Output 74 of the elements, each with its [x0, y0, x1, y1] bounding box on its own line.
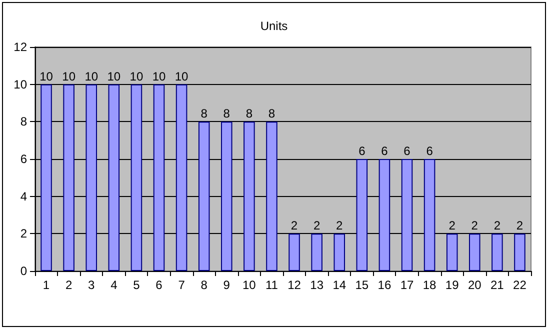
- bar: [221, 122, 232, 271]
- data-label: 8: [246, 106, 253, 121]
- data-label: 2: [471, 218, 478, 233]
- x-tick-label: 8: [200, 278, 208, 292]
- y-tick-label: 6: [20, 152, 28, 166]
- bar: [311, 234, 322, 271]
- bar: [153, 84, 165, 271]
- data-label: 2: [313, 218, 320, 233]
- data-label: 2: [448, 218, 456, 233]
- x-tick-label: 21: [490, 278, 504, 292]
- bar: [401, 159, 413, 271]
- x-tick-label: 3: [88, 278, 96, 292]
- x-tick-label: 11: [265, 278, 278, 292]
- bar: [86, 84, 97, 271]
- data-label: 2: [494, 218, 501, 233]
- data-label: 10: [107, 69, 121, 84]
- data-label: 10: [84, 69, 98, 84]
- bar: [108, 84, 120, 271]
- x-tick-label: 5: [133, 278, 140, 292]
- data-label: 6: [404, 144, 411, 158]
- data-label: 10: [130, 69, 144, 84]
- x-tick-label: 19: [445, 278, 460, 292]
- data-label: 6: [426, 144, 434, 158]
- y-tick-label: 8: [20, 114, 28, 129]
- data-label: 6: [358, 144, 366, 158]
- x-tick-label: 18: [422, 278, 437, 292]
- x-tick-label: 13: [310, 278, 324, 292]
- bar: [334, 234, 345, 271]
- x-tick-label: 9: [223, 278, 230, 292]
- bar: [244, 122, 255, 271]
- y-tick-label: 12: [14, 40, 28, 54]
- data-label: 2: [336, 218, 344, 233]
- bar: [63, 84, 74, 271]
- x-tick-label: 15: [355, 278, 369, 292]
- chart-title: Units: [260, 19, 288, 33]
- bar: [514, 234, 526, 271]
- x-tick-label: 6: [156, 278, 163, 292]
- bar: [424, 159, 436, 271]
- x-tick-label: 12: [288, 278, 302, 292]
- bar: [40, 84, 52, 271]
- bar: [446, 234, 458, 271]
- x-tick-label: 16: [378, 278, 392, 292]
- x-tick-label: 4: [110, 278, 118, 292]
- bar: [469, 234, 480, 271]
- bar: [288, 234, 300, 271]
- data-label: 10: [40, 69, 54, 84]
- data-label: 10: [174, 69, 189, 84]
- bar: [130, 84, 142, 271]
- y-tick-label: 2: [20, 226, 28, 241]
- bar: [492, 234, 503, 271]
- bar: [266, 122, 278, 271]
- x-tick-label: 17: [400, 278, 414, 292]
- x-tick-label: 14: [332, 278, 346, 292]
- x-tick-label: 22: [513, 278, 527, 292]
- data-label: 2: [516, 218, 524, 233]
- data-label: 10: [152, 69, 166, 84]
- data-label: 8: [200, 106, 208, 121]
- data-label: 8: [268, 106, 276, 121]
- data-label: 8: [223, 106, 230, 121]
- data-label: 10: [62, 69, 76, 84]
- y-tick-label: 0: [20, 264, 28, 278]
- x-tick-label: 7: [178, 278, 186, 292]
- bar: [356, 159, 368, 271]
- x-tick-label: 1: [42, 278, 50, 292]
- x-tick-label: 20: [468, 278, 482, 292]
- y-tick-label: 10: [14, 77, 28, 92]
- x-tick-label: 10: [242, 278, 256, 292]
- x-tick-label: 2: [65, 278, 72, 292]
- data-label: 2: [290, 218, 298, 233]
- y-tick-label: 4: [20, 189, 28, 204]
- data-label: 6: [381, 144, 388, 158]
- bar: [198, 122, 210, 271]
- bar: [176, 84, 188, 271]
- bar: [378, 159, 390, 271]
